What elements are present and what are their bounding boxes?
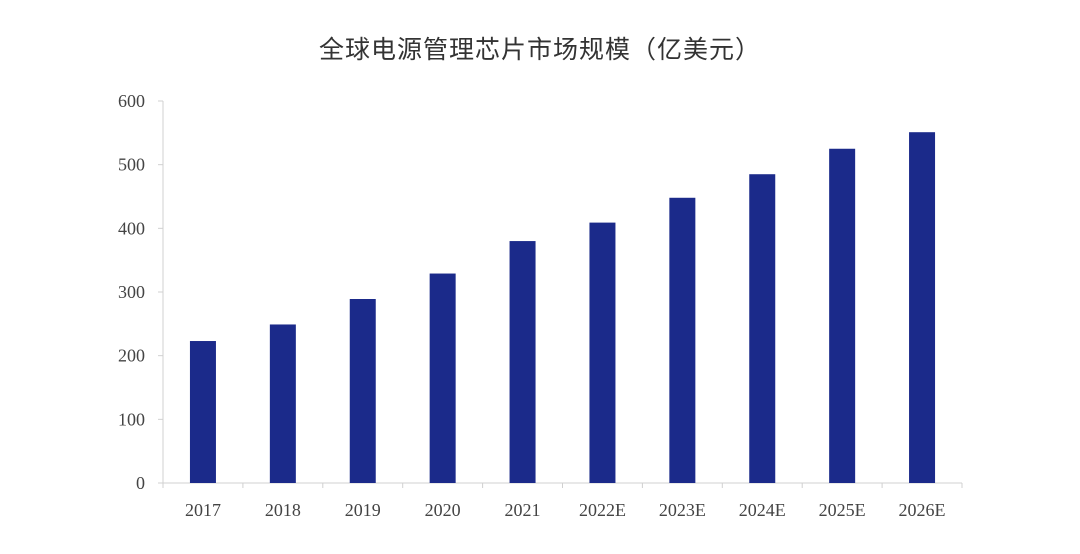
y-tick-label: 300 (118, 282, 145, 302)
x-tick-label: 2018 (265, 500, 301, 520)
bar-2020 (429, 273, 456, 483)
bar-2025E (829, 148, 856, 483)
x-tick-label: 2021 (505, 500, 541, 520)
y-tick-label: 200 (118, 346, 145, 366)
y-tick-label: 0 (136, 473, 145, 493)
chart-title: 全球电源管理芯片市场规模（亿美元） (318, 35, 761, 64)
x-tick-label: 2020 (425, 500, 461, 520)
x-tick-label: 2022E (579, 500, 626, 520)
y-axis: 0 100 200 300 400 500 600 (118, 91, 164, 493)
y-tick-label: 600 (118, 91, 145, 111)
x-tick-label: 2023E (659, 500, 706, 520)
x-tick-label: 2019 (345, 500, 381, 520)
x-tick-label: 2026E (899, 500, 946, 520)
x-tick-label: 2017 (185, 500, 221, 520)
x-tick-label: 2025E (819, 500, 866, 520)
bar-2017 (189, 341, 216, 483)
bar-2019 (349, 299, 376, 483)
bar-2021 (509, 241, 536, 483)
bar-2018 (269, 324, 296, 483)
y-tick-label: 400 (118, 218, 145, 238)
y-tick-label: 100 (118, 409, 145, 429)
x-axis: 2017 2018 2019 2020 2021 2022E 2023E 2024E 2025E… (162, 482, 963, 520)
x-tick-label: 2024E (739, 500, 786, 520)
bar-2024E (749, 174, 776, 483)
bar-2022E (589, 222, 616, 483)
bar-2023E (669, 197, 696, 484)
bars (189, 132, 936, 484)
y-tick-label: 500 (118, 155, 145, 175)
bar-2026E (909, 132, 936, 484)
